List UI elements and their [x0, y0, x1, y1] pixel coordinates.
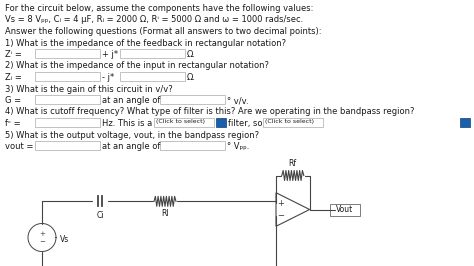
- Text: −: −: [277, 211, 284, 220]
- Text: 5) What is the output voltage, vout, in the bandpass region?: 5) What is the output voltage, vout, in …: [5, 131, 259, 139]
- Text: RI: RI: [161, 209, 169, 218]
- Text: Zᵢ =: Zᵢ =: [5, 73, 22, 82]
- FancyBboxPatch shape: [120, 49, 185, 58]
- Text: - j*: - j*: [102, 73, 114, 82]
- Text: (Click to select): (Click to select): [265, 119, 314, 124]
- FancyBboxPatch shape: [35, 95, 100, 104]
- Text: (Click to select): (Click to select): [156, 119, 205, 124]
- Text: −: −: [39, 239, 45, 244]
- FancyBboxPatch shape: [160, 95, 225, 104]
- Text: Vout: Vout: [336, 205, 353, 214]
- Text: Ω.: Ω.: [187, 73, 196, 82]
- Text: 2) What is the impedance of the input in rectangular notation?: 2) What is the impedance of the input in…: [5, 61, 269, 70]
- FancyBboxPatch shape: [35, 49, 100, 58]
- Text: filter, so: filter, so: [228, 119, 263, 128]
- Text: Ω.: Ω.: [187, 50, 196, 59]
- FancyBboxPatch shape: [154, 118, 214, 127]
- Text: +: +: [39, 231, 45, 236]
- Text: Rf: Rf: [289, 159, 297, 168]
- Text: vout =: vout =: [5, 142, 33, 151]
- FancyBboxPatch shape: [160, 141, 225, 150]
- Text: 4) What is cutoff frequency? What type of filter is this? Are we operating in th: 4) What is cutoff frequency? What type o…: [5, 107, 414, 117]
- FancyBboxPatch shape: [329, 203, 360, 215]
- Text: at an angle of: at an angle of: [102, 142, 160, 151]
- FancyBboxPatch shape: [35, 118, 100, 127]
- Text: +: +: [277, 199, 283, 208]
- Text: Ci: Ci: [96, 211, 104, 220]
- Text: ° Vₚₚ.: ° Vₚₚ.: [227, 142, 249, 151]
- FancyBboxPatch shape: [460, 118, 470, 127]
- Text: Vs: Vs: [60, 235, 69, 244]
- Text: ° v/v.: ° v/v.: [227, 96, 249, 105]
- Text: Vs = 8 Vₚₚ, Cᵢ = 4 μF, Rᵢ = 2000 Ω, Rⁱ = 5000 Ω and ω = 1000 rads/sec.: Vs = 8 Vₚₚ, Cᵢ = 4 μF, Rᵢ = 2000 Ω, Rⁱ =…: [5, 15, 303, 24]
- Text: For the circuit below, assume the components have the following values:: For the circuit below, assume the compon…: [5, 4, 313, 13]
- Text: at an angle of: at an angle of: [102, 96, 160, 105]
- Text: Hz. This is a: Hz. This is a: [102, 119, 152, 128]
- Text: Zⁱ =: Zⁱ =: [5, 50, 22, 59]
- Text: fᶜ =: fᶜ =: [5, 119, 21, 128]
- Text: + j*: + j*: [102, 50, 118, 59]
- FancyBboxPatch shape: [35, 141, 100, 150]
- Text: Answer the following questions (Format all answers to two decimal points):: Answer the following questions (Format a…: [5, 27, 321, 36]
- Text: G =: G =: [5, 96, 21, 105]
- FancyBboxPatch shape: [120, 72, 185, 81]
- Text: 3) What is the gain of this circuit in v/v?: 3) What is the gain of this circuit in v…: [5, 85, 173, 94]
- Text: 1) What is the impedance of the feedback in rectangular notation?: 1) What is the impedance of the feedback…: [5, 39, 286, 48]
- FancyBboxPatch shape: [216, 118, 226, 127]
- FancyBboxPatch shape: [35, 72, 100, 81]
- FancyBboxPatch shape: [263, 118, 323, 127]
